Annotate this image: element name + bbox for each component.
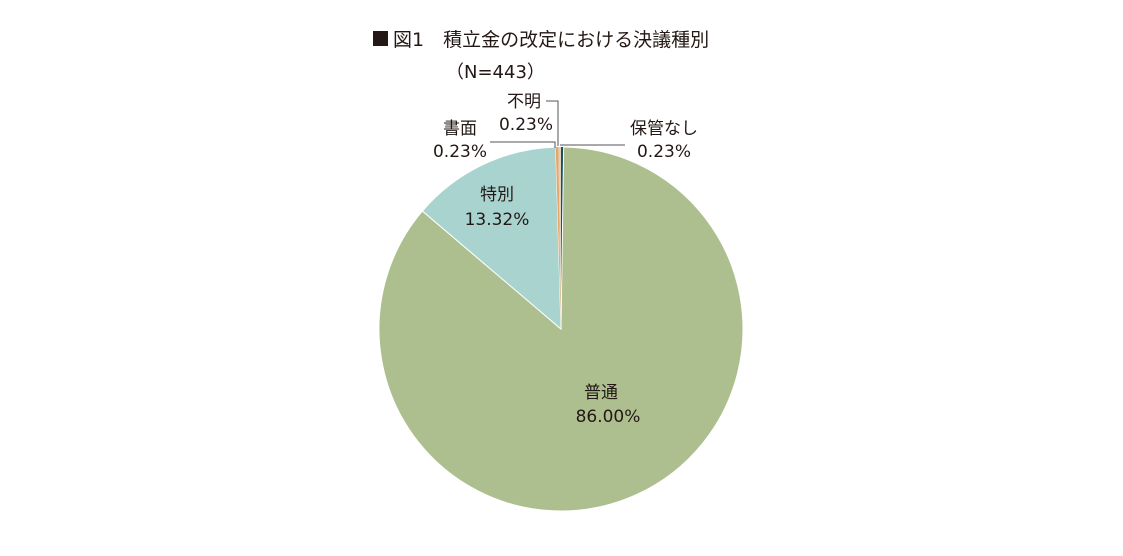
slice-label-fumei: 不明	[507, 92, 541, 112]
pie-slices	[378, 146, 744, 512]
chart-title: 図1 積立金の改定における決議種別	[393, 29, 709, 51]
slice-label-hokan-nashi: 保管なし	[630, 119, 698, 139]
slice-value-tokubetsu: 13.32%	[465, 210, 530, 230]
slice-label-tokubetsu: 特別	[480, 185, 514, 205]
slice-value-fumei: 0.23%	[499, 115, 553, 135]
leader-line-shomen	[490, 141, 556, 148]
slice-value-hokan-nashi: 0.23%	[637, 142, 691, 162]
slice-value-futsu: 86.00%	[576, 407, 641, 427]
pie-slice-fumei	[558, 147, 561, 329]
leader-line-fumei	[546, 100, 559, 146]
slice-label-shomen: 書面	[443, 119, 477, 139]
pie-slice-shomen	[555, 147, 561, 329]
chart-subtitle: （N=443）	[446, 62, 545, 83]
slice-label-futsu: 普通	[584, 383, 618, 403]
slice-value-shomen: 0.23%	[433, 142, 487, 162]
pie-slice-tokubetsu	[421, 146, 562, 331]
title-marker	[373, 31, 388, 46]
